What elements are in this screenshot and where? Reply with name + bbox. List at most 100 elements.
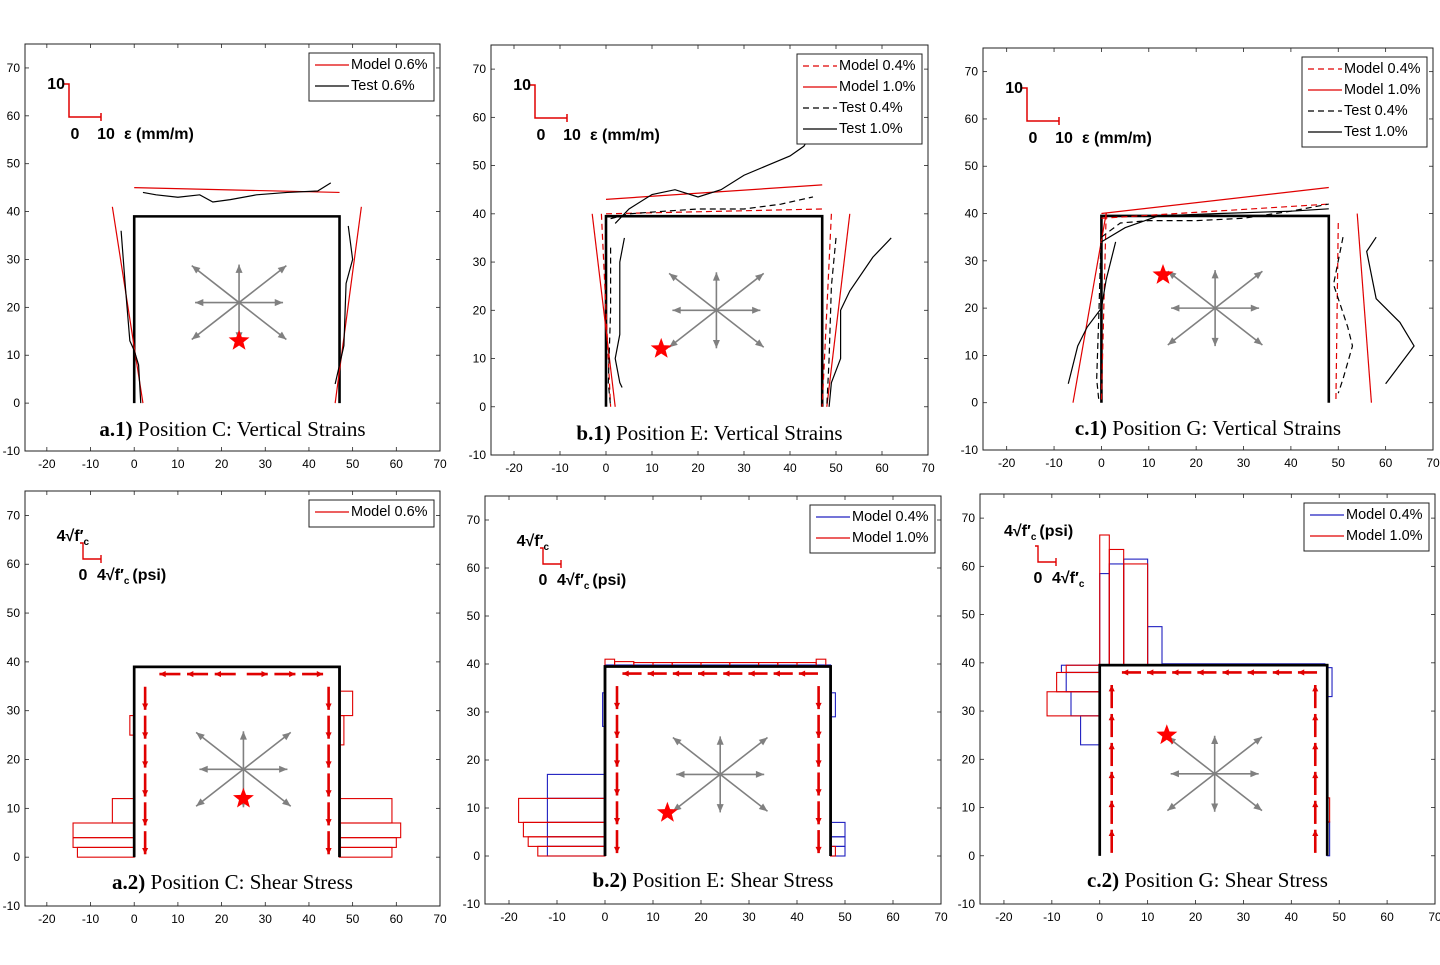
y-tick-label: 70 — [7, 508, 21, 522]
caption-text: Position E: Shear Stress — [627, 868, 834, 892]
scale-bar-h-label: 10 — [1055, 130, 1073, 147]
scale-bar-h0: 0 — [79, 567, 88, 584]
caption-label: b.1) — [576, 421, 610, 445]
chart-c1: -20 -10 0 10 20 30 40 50 60 70-10010203040506070 M… — [961, 48, 1440, 470]
x-tick-label: 0 — [131, 912, 138, 926]
x-tick-label: 70 — [934, 910, 948, 924]
x-tick-label: -20 — [998, 456, 1016, 470]
y-tick-label: -10 — [3, 899, 21, 913]
x-tick-label: 0 — [1096, 910, 1103, 924]
legend-label: Test 0.6% — [351, 78, 415, 94]
x-tick-label: 70 — [921, 461, 935, 475]
y-tick-label: 0 — [968, 849, 975, 863]
chart-caption: c.1) Position G: Vertical Strains — [1075, 416, 1341, 440]
y-tick-label: 30 — [7, 252, 21, 266]
x-tick-label: 50 — [838, 910, 852, 924]
caption-label: b.2) — [593, 868, 627, 892]
y-tick-label: -10 — [3, 444, 21, 458]
principal-arrows — [192, 265, 287, 341]
x-tick-label: 50 — [1333, 910, 1347, 924]
chart-a2: -20 -10 0 10 20 30 40 50 60 70-10010203040506070 M… — [3, 491, 447, 926]
scale-bar-h-unit: (psi) — [592, 572, 626, 589]
principal-arrows — [673, 736, 768, 812]
x-tick-label: 60 — [886, 910, 900, 924]
caption-text: Position G: Vertical Strains — [1107, 416, 1341, 440]
y-tick-label: 0 — [473, 849, 480, 863]
x-tick-label: -10 — [551, 461, 569, 475]
scale-bar-v-text: 4√f′ — [57, 528, 84, 545]
y-tick-label: 40 — [962, 656, 976, 670]
y-tick-label: -10 — [961, 443, 979, 457]
x-tick-label: 30 — [259, 912, 273, 926]
chart-caption: b.2) Position E: Shear Stress — [593, 868, 834, 892]
x-tick-label: 10 — [171, 457, 185, 471]
x-tick-label: 50 — [1332, 456, 1346, 470]
scale-bar-v-sub: c — [543, 542, 549, 553]
x-tick-label: 10 — [645, 461, 659, 475]
y-tick-label: 20 — [962, 752, 976, 766]
chart-b2: -20 -10 0 10 20 30 40 50 60 70-10010203040506070 M… — [463, 496, 948, 924]
y-tick-label: 30 — [7, 704, 21, 718]
chart-caption: a.2) Position C: Shear Stress — [112, 870, 353, 894]
x-tick-label: 0 — [602, 910, 609, 924]
x-tick-label: 20 — [691, 461, 705, 475]
y-tick-label: 0 — [479, 400, 486, 414]
legend-label: Model 1.0% — [839, 79, 916, 95]
y-tick-label: 0 — [13, 396, 20, 410]
legend: Model 0.4% Model 1.0% — [1304, 503, 1429, 551]
x-tick-label: 30 — [1237, 910, 1251, 924]
x-tick-label: -20 — [38, 912, 56, 926]
scale-bar-h0: 0 — [537, 127, 546, 144]
x-tick-label: -10 — [1043, 910, 1061, 924]
y-tick-label: 70 — [7, 61, 21, 75]
legend-label: Model 0.6% — [351, 504, 428, 520]
chart-caption: b.1) Position E: Vertical Strains — [576, 421, 842, 445]
legend-label: Test 1.0% — [839, 121, 903, 137]
chart-caption: a.1) Position C: Vertical Strains — [99, 417, 365, 441]
x-tick-label: 40 — [790, 910, 804, 924]
caption-text: Position G: Shear Stress — [1119, 868, 1328, 892]
x-tick-label: 10 — [1141, 910, 1155, 924]
y-tick-label: 40 — [965, 207, 979, 221]
x-tick-label: -10 — [1045, 456, 1063, 470]
y-tick-label: 10 — [467, 801, 481, 815]
scale-bar-h0: 0 — [1029, 130, 1038, 147]
y-tick-label: 10 — [473, 352, 487, 366]
caption-label: c.1) — [1075, 416, 1107, 440]
x-tick-label: 70 — [1428, 910, 1440, 924]
legend-label: Model 1.0% — [1344, 82, 1421, 98]
y-tick-label: -10 — [469, 448, 487, 462]
caption-text: Position C: Vertical Strains — [133, 417, 366, 441]
legend-label: Model 0.6% — [351, 57, 428, 73]
y-tick-label: 70 — [473, 62, 487, 76]
x-tick-label: 10 — [171, 912, 185, 926]
scale-bar-h0: 0 — [539, 572, 548, 589]
x-tick-label: 20 — [1189, 456, 1203, 470]
legend-label: Model 1.0% — [1346, 528, 1423, 544]
x-tick-label: 30 — [259, 457, 273, 471]
x-tick-label: 60 — [875, 461, 889, 475]
x-tick-label: 20 — [215, 457, 229, 471]
principal-arrows — [669, 272, 764, 348]
y-tick-label: 40 — [7, 655, 21, 669]
x-tick-label: 40 — [783, 461, 797, 475]
x-tick-label: 0 — [1098, 456, 1105, 470]
x-tick-label: 70 — [1426, 456, 1440, 470]
x-tick-label: 20 — [1189, 910, 1203, 924]
x-tick-label: 70 — [433, 457, 447, 471]
scale-bar-h0: 0 — [71, 126, 80, 143]
y-tick-label: 10 — [7, 348, 21, 362]
x-tick-label: 50 — [346, 457, 360, 471]
scale-bar-h-sub: c — [584, 581, 590, 592]
x-tick-label: 40 — [302, 912, 316, 926]
x-tick-label: 30 — [742, 910, 756, 924]
x-tick-label: 20 — [694, 910, 708, 924]
y-tick-label: 50 — [7, 606, 21, 620]
y-tick-label: 60 — [965, 112, 979, 126]
plot-area — [980, 494, 1435, 904]
y-tick-label: 30 — [962, 704, 976, 718]
x-tick-label: -20 — [38, 457, 56, 471]
y-tick-label: 60 — [7, 557, 21, 571]
legend-label: Model 1.0% — [852, 530, 929, 546]
